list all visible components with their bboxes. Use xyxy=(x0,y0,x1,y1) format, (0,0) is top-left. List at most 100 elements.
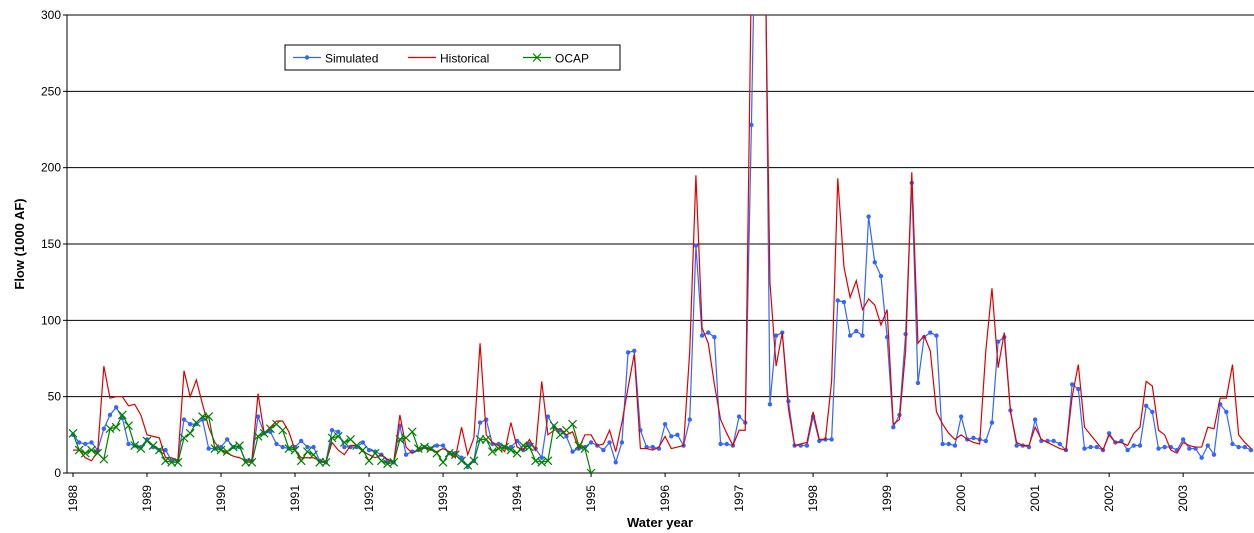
x-axis-title: Water year xyxy=(627,515,693,530)
point xyxy=(74,445,84,455)
point xyxy=(80,448,90,458)
point xyxy=(527,441,532,447)
point xyxy=(549,421,559,431)
point xyxy=(545,414,551,419)
point xyxy=(1162,444,1167,450)
point xyxy=(327,433,337,443)
point xyxy=(995,339,1001,344)
point xyxy=(68,428,78,438)
point xyxy=(712,334,717,340)
point xyxy=(1032,417,1038,422)
point xyxy=(829,437,834,442)
point xyxy=(512,448,522,458)
point xyxy=(181,417,187,422)
point xyxy=(259,428,269,438)
point xyxy=(99,454,109,464)
x-tick-label: 2003 xyxy=(1176,485,1190,512)
legend-marker xyxy=(532,53,542,62)
point xyxy=(564,434,569,439)
point xyxy=(274,441,279,447)
point xyxy=(1180,437,1186,442)
point xyxy=(366,447,372,453)
series-line xyxy=(73,15,1252,464)
point xyxy=(200,417,205,422)
point xyxy=(235,441,244,450)
point xyxy=(265,424,275,434)
point xyxy=(339,438,349,447)
point xyxy=(958,414,964,419)
point xyxy=(336,429,341,434)
point xyxy=(1242,444,1248,450)
point xyxy=(1143,403,1149,409)
point xyxy=(459,455,464,460)
y-tick-label: 250 xyxy=(41,84,61,98)
point xyxy=(142,436,152,446)
point xyxy=(1094,444,1100,450)
point xyxy=(1137,443,1143,448)
point xyxy=(76,440,82,445)
y-tick-label: 100 xyxy=(41,313,61,327)
point xyxy=(1131,443,1137,448)
point xyxy=(469,456,479,466)
x-tick-label: 1996 xyxy=(658,485,672,512)
point xyxy=(574,441,584,450)
legend-label: Simulated xyxy=(325,52,378,66)
point xyxy=(358,445,368,455)
point xyxy=(687,417,692,422)
x-tick-label: 1997 xyxy=(732,485,746,512)
point xyxy=(539,455,544,460)
point xyxy=(508,444,514,450)
point xyxy=(749,122,754,128)
point xyxy=(586,468,596,473)
point xyxy=(87,445,96,455)
point xyxy=(675,432,680,438)
point xyxy=(420,442,429,452)
y-tick-label: 0 xyxy=(54,466,61,480)
point xyxy=(570,449,575,454)
point xyxy=(847,333,853,338)
point xyxy=(154,445,164,455)
point xyxy=(524,442,534,452)
point xyxy=(224,437,230,442)
x-tick-label: 1990 xyxy=(214,485,228,512)
point xyxy=(364,456,374,466)
point xyxy=(298,438,304,444)
point xyxy=(342,444,347,450)
point xyxy=(841,299,847,305)
point xyxy=(255,414,261,419)
point xyxy=(376,456,386,466)
point xyxy=(163,447,168,453)
point xyxy=(185,428,195,438)
point xyxy=(1236,444,1241,450)
point xyxy=(426,444,436,453)
point xyxy=(370,448,380,458)
point xyxy=(206,446,211,451)
y-axis-title: Flow (1000 AF) xyxy=(12,198,27,289)
point xyxy=(309,450,318,460)
point xyxy=(305,444,310,450)
point xyxy=(278,425,288,435)
point xyxy=(928,330,933,335)
point xyxy=(718,441,723,447)
y-tick-label: 300 xyxy=(41,8,61,22)
x-tick-label: 1998 xyxy=(806,485,820,512)
point xyxy=(124,421,133,431)
point xyxy=(311,444,316,450)
point xyxy=(983,438,988,444)
y-tick-label: 150 xyxy=(41,237,61,251)
point xyxy=(1224,409,1229,415)
point xyxy=(860,333,865,338)
point xyxy=(222,447,232,457)
point xyxy=(107,412,113,418)
y-tick-label: 200 xyxy=(41,161,61,175)
point xyxy=(568,419,577,429)
point xyxy=(1088,444,1093,450)
point xyxy=(403,452,409,457)
point xyxy=(767,402,773,407)
point xyxy=(1156,446,1161,451)
point xyxy=(971,435,976,441)
point xyxy=(457,456,466,466)
point xyxy=(706,330,711,335)
point xyxy=(607,440,612,445)
